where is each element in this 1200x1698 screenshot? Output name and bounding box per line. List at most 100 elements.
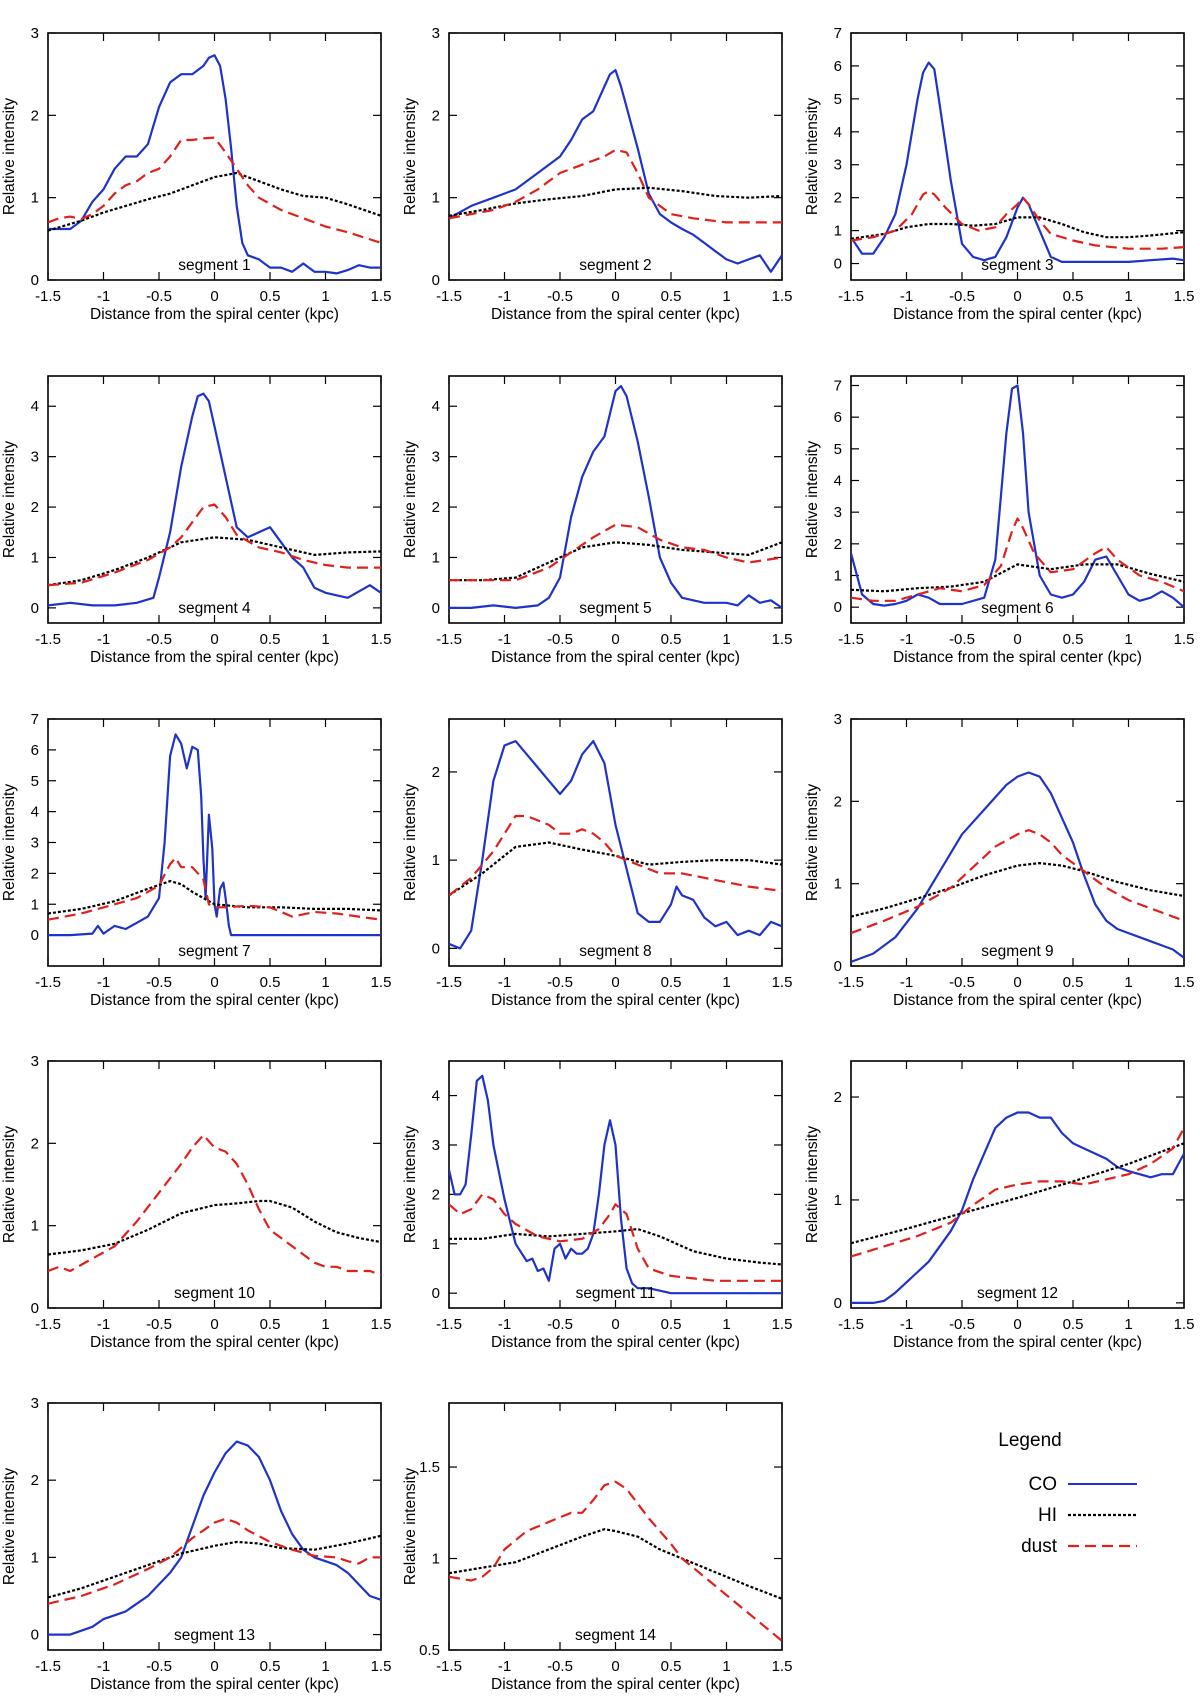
x-tick-label: -1.5	[35, 974, 61, 991]
x-tick-label: 1.5	[371, 631, 392, 648]
x-tick-label: 1	[321, 631, 329, 648]
series-group	[851, 1111, 1184, 1305]
x-tick-label: 0.5	[260, 1316, 281, 1333]
x-tick-label: 1.5	[772, 1658, 793, 1675]
x-tick-label: -1	[900, 631, 913, 648]
y-axis-label: Relative intensity	[402, 98, 419, 215]
y-tick-label: 3	[31, 1053, 39, 1070]
y-tick-label: 1	[31, 549, 39, 566]
x-axis-label: Distance from the spiral center (kpc)	[90, 649, 339, 666]
y-axis-label: Relative intensity	[804, 441, 821, 558]
x-tick-label: 0.5	[1063, 288, 1084, 305]
x-tick-label: -1.5	[436, 288, 462, 305]
chart-title: segment 14	[575, 1627, 656, 1644]
y-tick-label: 5	[834, 91, 842, 108]
y-tick-label: 2	[31, 499, 39, 516]
chart-panel-3: -1.5 -1 -0.5 0 0.5 1 1.5 0 1 2 3 4 5 6 7 Distance from …	[804, 25, 1194, 323]
y-tick-label: 1	[432, 549, 440, 566]
x-tick-label: -0.5	[146, 1658, 172, 1675]
x-tick-label: -0.5	[949, 288, 975, 305]
x-tick-label: 1	[1124, 974, 1132, 991]
chart-panel-8: -1.5 -1 -0.5 0 0.5 1 1.5 0 1 2 Distance from the s…	[402, 718, 792, 1009]
x-tick-label: 0	[611, 631, 619, 648]
x-tick-label: 1	[722, 1316, 730, 1333]
series-line-co	[449, 739, 782, 950]
series-line-hi	[851, 563, 1184, 593]
y-tick-label: 5	[834, 441, 842, 458]
series-line-co	[851, 771, 1184, 963]
chart-title: segment 9	[981, 943, 1053, 960]
x-tick-label: 1	[722, 631, 730, 648]
x-tick-label: 0	[611, 288, 619, 305]
y-tick-label: 1	[432, 1551, 440, 1568]
series-line-dust	[851, 190, 1184, 250]
y-tick-label: 0	[432, 272, 440, 289]
series-line-dust	[449, 523, 782, 582]
plot-frame	[850, 375, 1185, 624]
x-tick-label: 0.5	[661, 1658, 682, 1675]
series-line-hi	[48, 879, 381, 915]
x-tick-label: -1.5	[35, 1658, 61, 1675]
x-axis-label: Distance from the spiral center (kpc)	[491, 1676, 740, 1693]
chart-panel-9: -1.5 -1 -0.5 0 0.5 1 1.5 0 1 2 3 Distance from the …	[804, 711, 1194, 1009]
series-line-co	[449, 1074, 782, 1295]
x-tick-label: -0.5	[547, 631, 573, 648]
x-tick-label: 1	[321, 288, 329, 305]
series-group	[48, 392, 381, 607]
x-tick-label: -1.5	[35, 631, 61, 648]
x-tick-label: -0.5	[949, 631, 975, 648]
chart-panel-4: -1.5 -1 -0.5 0 0.5 1 1.5 0 1 2 3 4 Distance from the…	[1, 375, 392, 666]
series-line-hi	[449, 841, 782, 897]
x-tick-label: -0.5	[146, 974, 172, 991]
y-axis-label: Relative intensity	[402, 1126, 419, 1243]
x-tick-label: -1	[498, 1316, 511, 1333]
x-tick-label: 0	[210, 974, 218, 991]
y-tick-label: 3	[31, 835, 39, 852]
x-tick-label: 1	[321, 1316, 329, 1333]
y-tick-label: 0	[432, 1285, 440, 1302]
y-tick-label: 0	[31, 272, 39, 289]
y-axis-label: Relative intensity	[804, 98, 821, 215]
x-axis-label: Distance from the spiral center (kpc)	[491, 1334, 740, 1351]
plot-frame	[47, 32, 382, 281]
x-tick-label: 1	[321, 974, 329, 991]
x-tick-label: -0.5	[949, 1316, 975, 1333]
x-tick-label: -1.5	[35, 1316, 61, 1333]
legend-entry-co: CO	[1029, 1474, 1137, 1495]
y-tick-label: 2	[834, 190, 842, 207]
y-tick-label: 2	[834, 536, 842, 553]
x-axis-label: Distance from the spiral center (kpc)	[90, 992, 339, 1009]
x-tick-label: -1.5	[838, 631, 864, 648]
x-tick-label: 1.5	[772, 288, 793, 305]
y-tick-label: 1	[31, 190, 39, 207]
y-tick-label: 7	[834, 378, 842, 395]
x-tick-label: 1	[1124, 1316, 1132, 1333]
y-tick-label: 3	[834, 711, 842, 728]
series-line-dust	[449, 148, 782, 224]
x-tick-label: 1.5	[772, 1316, 793, 1333]
x-tick-label: 0	[210, 288, 218, 305]
y-tick-label: 3	[31, 1395, 39, 1412]
y-axis-label: Relative intensity	[402, 1468, 419, 1585]
y-tick-label: 2	[31, 865, 39, 882]
x-tick-label: 0	[210, 631, 218, 648]
series-group	[48, 54, 381, 275]
y-tick-label: 0	[834, 599, 842, 616]
x-tick-label: 0.5	[260, 1658, 281, 1675]
chart-title: segment 12	[977, 1285, 1058, 1302]
x-axis-label: Distance from the spiral center (kpc)	[893, 992, 1142, 1009]
x-tick-label: -1	[498, 631, 511, 648]
legend-label-co: CO	[1029, 1474, 1058, 1495]
y-tick-label: 0	[834, 958, 842, 975]
plot-frame	[850, 32, 1185, 281]
series-line-hi	[48, 1534, 381, 1599]
y-tick-label: 1	[432, 1236, 440, 1253]
x-tick-label: 1	[1124, 631, 1132, 648]
plot-frame	[448, 1402, 783, 1651]
chart-panel-5: -1.5 -1 -0.5 0 0.5 1 1.5 0 1 2 3 4 Distance from the…	[402, 375, 792, 666]
chart-title: segment 1	[178, 257, 250, 274]
x-tick-label: 0	[611, 1316, 619, 1333]
series-line-hi	[48, 171, 381, 232]
series-line-dust	[48, 856, 381, 921]
series-line-co	[48, 392, 381, 607]
